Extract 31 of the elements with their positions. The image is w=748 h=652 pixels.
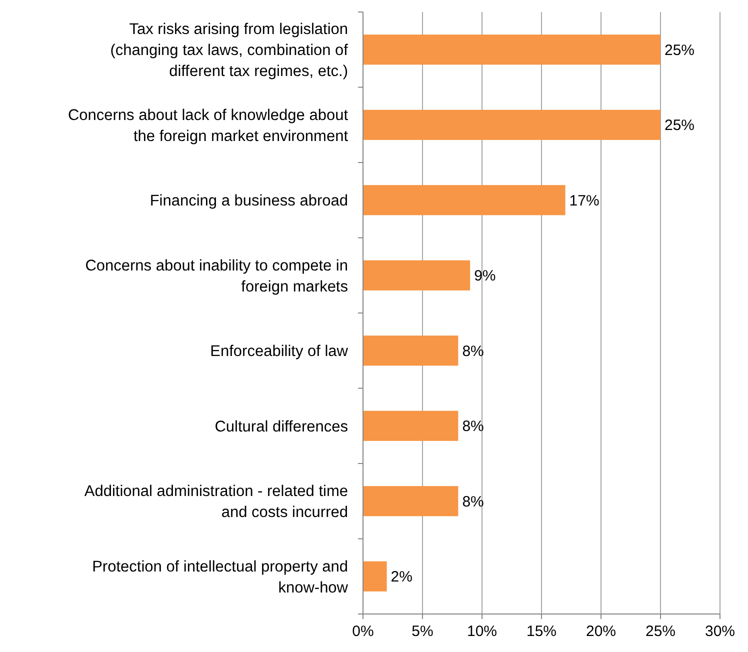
- data-label: 17%: [569, 192, 600, 210]
- bar: [363, 260, 470, 290]
- y-tick-label: Additional administration - related time and costs incurred: [84, 483, 348, 522]
- x-tick-label: 10%: [466, 623, 498, 640]
- bar: [363, 561, 387, 592]
- x-tick-label: 5%: [412, 623, 434, 640]
- data-label: 9%: [474, 268, 496, 285]
- bar: [363, 34, 660, 65]
- bar: [363, 410, 458, 441]
- data-label: 8%: [462, 342, 484, 360]
- y-tick-label: Cultural differences: [214, 418, 348, 436]
- bar: [363, 486, 458, 516]
- x-tick-label: 30%: [704, 623, 736, 640]
- bar: [363, 336, 458, 366]
- data-label: 25%: [664, 42, 695, 59]
- y-tick-label: Financing a business abroad: [150, 192, 348, 210]
- y-tick-label: Tax risks arising from legislation (changing tax laws, combination of different tax regimes, etc.): [110, 21, 349, 80]
- data-label: 2%: [390, 568, 412, 586]
- x-tick-label: 20%: [586, 623, 616, 640]
- bar: [363, 110, 660, 140]
- y-tick-label: Protection of intellectual property and know-how: [92, 558, 349, 596]
- y-tick-label: Enforceability of law: [210, 343, 349, 360]
- y-tick-label: Concerns about inability to compete in foreign markets: [85, 257, 348, 296]
- x-tick-label: 15%: [526, 623, 557, 640]
- data-label: 8%: [462, 418, 484, 436]
- y-tick-label: Concerns about lack of knowledge about the foreign market environment: [68, 106, 349, 145]
- data-label: 25%: [664, 117, 695, 134]
- data-label: 8%: [462, 493, 484, 510]
- x-tick-label: 0%: [352, 623, 374, 640]
- x-tick-label: 25%: [645, 623, 676, 640]
- bar: [363, 185, 566, 216]
